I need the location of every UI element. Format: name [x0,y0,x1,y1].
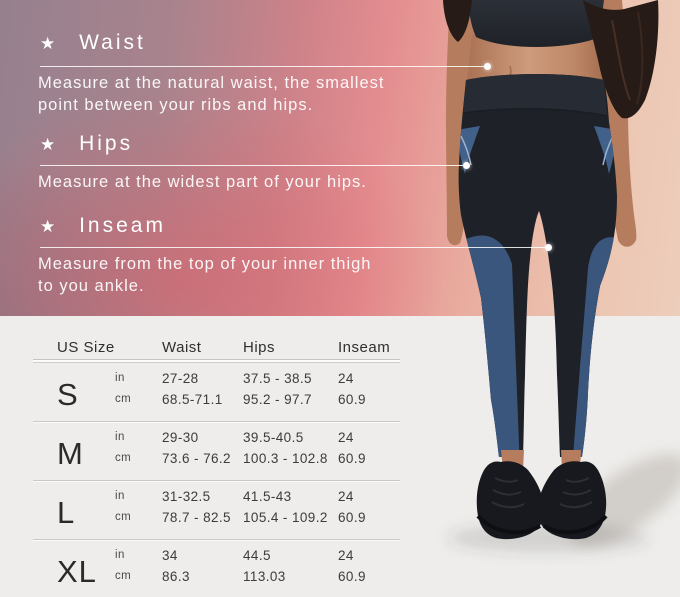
cell-waist: 31-32.5 [162,489,211,504]
waist-heading: ★ Waist [40,31,146,55]
inseam-callout-line [40,244,552,251]
inseam-desc-line1: Measure from the top of your inner thigh [38,255,372,273]
hips-callout-line [40,162,470,169]
cell-hips: 100.3 - 102.8 [243,451,328,466]
unit-label: in [115,490,125,502]
cell-inseam: 24 [338,371,354,386]
size-label: S [57,377,79,412]
cell-hips: 113.03 [243,569,286,584]
row-xl-inches: in 34 44.5 24 [33,546,400,567]
row-l-centimeters: cm 78.7 - 82.5 105.4 - 109.2 60.9 [33,508,400,529]
inseam-description: Measure from the top of your inner thigh… [38,254,372,298]
waist-description: Measure at the natural waist, the smalle… [38,73,384,117]
star-icon: ★ [40,34,56,53]
cell-inseam: 24 [338,430,354,445]
inseam-heading: ★ Inseam [40,214,166,238]
unit-label: cm [115,452,132,464]
unit-label: cm [115,570,132,582]
leggings [458,74,617,457]
unit-label: cm [115,511,132,523]
cell-hips: 95.2 - 97.7 [243,392,312,407]
hips-desc-line1: Measure at the widest part of your hips. [38,173,367,191]
cell-waist: 29-30 [162,430,199,445]
waist-callout-line [40,63,491,70]
row-m-centimeters: cm 73.6 - 76.2 100.3 - 102.8 60.9 [33,449,400,470]
table-row-size-xl: XL in 34 44.5 24 cm 86.3 113.03 60.9 [33,546,400,597]
cell-hips: 105.4 - 109.2 [243,510,328,525]
star-icon: ★ [40,135,56,154]
waist-desc-line1: Measure at the natural waist, the smalle… [38,74,385,92]
hips-marker-dot [463,162,470,169]
model-torso [467,34,603,84]
row-s-centimeters: cm 68.5-71.1 95.2 - 97.7 60.9 [33,390,400,411]
cell-inseam: 60.9 [338,569,366,584]
table-header-row: US Size Waist Hips Inseam [33,337,400,359]
hips-heading: ★ Hips [40,132,133,156]
cell-inseam: 60.9 [338,451,366,466]
inseam-marker-dot [545,244,552,251]
cell-waist: 86.3 [162,569,190,584]
table-row-size-s: S in 27-28 37.5 - 38.5 24 cm 68.5-71.1 9… [33,369,400,422]
header-divider [33,359,400,363]
header-hips: Hips [243,339,276,356]
table-row-size-l: L in 31-32.5 41.5-43 24 cm 78.7 - 82.5 1… [33,487,400,540]
cell-hips: 44.5 [243,548,271,563]
size-label: XL [57,554,97,589]
star-icon: ★ [40,217,56,236]
cell-inseam: 24 [338,548,354,563]
hips-heading-label: Hips [79,132,134,155]
row-xl-centimeters: cm 86.3 113.03 60.9 [33,567,400,588]
table-row-size-m: M in 29-30 39.5-40.5 24 cm 73.6 - 76.2 1… [33,428,400,481]
size-label: M [57,436,84,471]
unit-label: in [115,549,125,561]
row-l-inches: in 31-32.5 41.5-43 24 [33,487,400,508]
unit-label: in [115,372,125,384]
hair [443,0,659,119]
cell-waist: 78.7 - 82.5 [162,510,231,525]
waist-marker-dot [484,63,491,70]
cell-inseam: 60.9 [338,510,366,525]
header-inseam: Inseam [338,339,391,356]
unit-label: cm [115,393,132,405]
cell-inseam: 60.9 [338,392,366,407]
cell-waist: 34 [162,548,178,563]
unit-label: in [115,431,125,443]
size-chart-table: US Size Waist Hips Inseam S in 27-28 37.… [33,337,400,597]
header-waist: Waist [162,339,202,356]
hips-description: Measure at the widest part of your hips. [38,172,367,194]
waistband [463,74,607,116]
cell-inseam: 24 [338,489,354,504]
cell-hips: 37.5 - 38.5 [243,371,312,386]
cell-hips: 39.5-40.5 [243,430,304,445]
sneakers [476,461,608,540]
navy-panel-left [458,235,520,457]
cell-waist: 68.5-71.1 [162,392,223,407]
model-photo [443,0,680,552]
sports-bra [468,0,604,48]
row-m-inches: in 29-30 39.5-40.5 24 [33,428,400,449]
size-label: L [57,495,76,530]
waist-desc-line2: point between your ribs and hips. [38,95,314,114]
header-us-size: US Size [57,339,115,356]
cell-hips: 41.5-43 [243,489,292,504]
inseam-heading-label: Inseam [79,214,166,237]
cell-waist: 27-28 [162,371,199,386]
inseam-desc-line2: to you ankle. [38,276,145,295]
waist-heading-label: Waist [79,31,146,54]
cell-waist: 73.6 - 76.2 [162,451,231,466]
row-s-inches: in 27-28 37.5 - 38.5 24 [33,369,400,390]
